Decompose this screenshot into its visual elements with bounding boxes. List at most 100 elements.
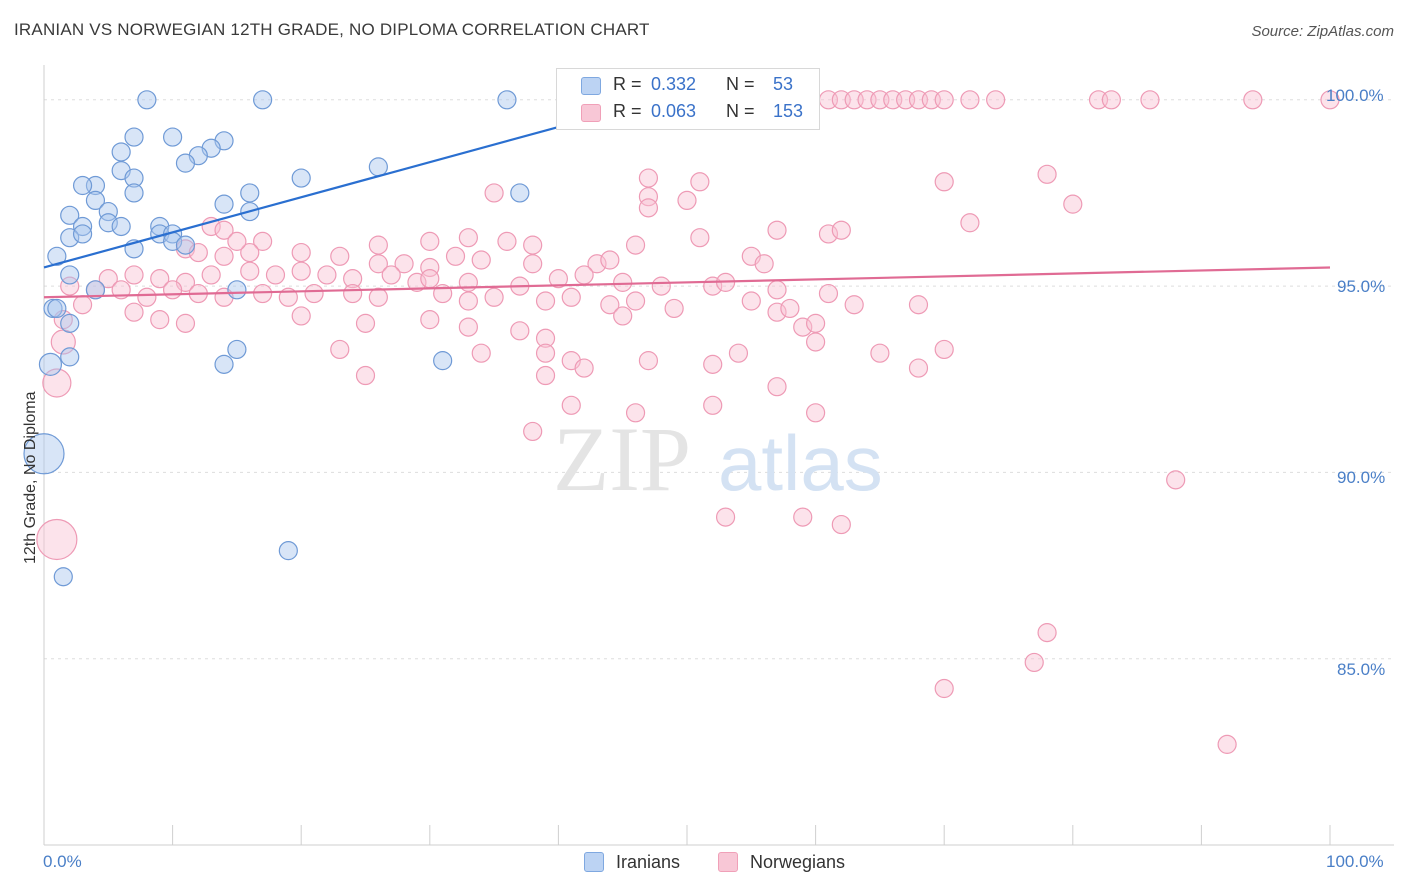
- norwegians-point: [407, 272, 427, 292]
- norwegians-point: [703, 354, 723, 374]
- norwegians-point: [420, 269, 440, 289]
- y-tick-label: 95.0%: [1337, 277, 1386, 296]
- iranians-point: [124, 168, 144, 188]
- norwegians-point: [1217, 734, 1237, 754]
- y-tick-label: 100.0%: [1326, 86, 1384, 105]
- norwegians-point: [805, 403, 826, 423]
- iranians-point: [111, 142, 131, 162]
- norwegians-point: [535, 343, 556, 363]
- norwegians-point: [638, 198, 659, 218]
- norwegians-point: [1024, 652, 1044, 673]
- norwegians-point: [664, 298, 684, 319]
- norwegians-point: [317, 265, 337, 285]
- norwegians-point: [677, 190, 697, 211]
- iranians-point: [60, 228, 80, 248]
- iranians-point: [433, 351, 453, 371]
- iranians-point: [23, 433, 65, 475]
- norwegians-point: [1320, 90, 1340, 110]
- norwegians-point: [137, 287, 157, 307]
- iranians-point: [47, 246, 67, 266]
- norwegians-point: [600, 250, 620, 270]
- norwegians-point: [728, 343, 749, 363]
- norwegians-point: [934, 678, 954, 699]
- norwegians-point: [36, 518, 78, 561]
- y-tick-label: 85.0%: [1337, 660, 1386, 679]
- norwegians-point: [793, 507, 813, 527]
- norwegians-point: [163, 280, 183, 300]
- norwegians-point: [291, 261, 311, 281]
- iranians-point: [175, 235, 196, 255]
- legend-swatch-iranians: [581, 77, 601, 95]
- norwegians-point: [368, 254, 388, 274]
- norwegians-point: [818, 224, 839, 244]
- norwegians-point: [767, 280, 787, 300]
- norwegians-point: [150, 269, 170, 289]
- norwegians-point: [741, 291, 761, 311]
- norwegians-point: [1243, 90, 1263, 110]
- iranians-point: [60, 313, 80, 333]
- norwegians-point: [1063, 194, 1083, 214]
- norwegians-point: [638, 351, 659, 371]
- y-axis-label: 12th Grade, No Diploma: [22, 391, 39, 564]
- iranians-points: [23, 90, 723, 587]
- norwegians-point: [690, 172, 710, 192]
- norwegians-point: [484, 287, 504, 307]
- legend-r-value: 0.063: [651, 101, 697, 121]
- norwegians-point: [458, 291, 478, 311]
- norwegians-point: [394, 254, 414, 274]
- iranians-point: [60, 347, 80, 367]
- norwegians-point: [368, 235, 388, 255]
- norwegians-point: [471, 250, 491, 270]
- norwegians-point: [1037, 164, 1057, 184]
- iranians-point: [163, 127, 183, 147]
- norwegians-point: [420, 310, 440, 330]
- norwegians-point: [805, 313, 826, 333]
- norwegians-point: [908, 358, 929, 378]
- norwegians-point: [253, 231, 273, 251]
- norwegians-point: [214, 246, 234, 266]
- legend-n-value: 53: [773, 74, 794, 94]
- iranians-point: [240, 183, 260, 203]
- iranians-point: [497, 90, 517, 110]
- iranians-point: [85, 190, 106, 211]
- norwegians-point: [613, 306, 633, 326]
- norwegians-trend-line: [43, 266, 1331, 299]
- iranians-point: [368, 157, 388, 177]
- norwegians-point: [150, 310, 170, 330]
- norwegians-point: [831, 514, 851, 535]
- watermark-zip: ZIP: [553, 408, 691, 510]
- x-tick-label-max: 100.0%: [1326, 852, 1384, 871]
- norwegians-point: [368, 287, 388, 307]
- norwegians-point: [934, 90, 954, 110]
- stats-legend: R = 0.332 N = 53 R = 0.063 N = 153: [556, 68, 820, 130]
- norwegians-point: [960, 213, 980, 233]
- norwegians-point: [535, 291, 556, 311]
- norwegians-point: [445, 246, 466, 266]
- norwegians-point: [291, 242, 311, 263]
- norwegians-point: [908, 295, 929, 315]
- norwegians-point: [291, 306, 311, 326]
- norwegians-point: [690, 228, 710, 248]
- iranians-point: [53, 567, 73, 587]
- iranians-point: [227, 339, 247, 360]
- iranians-point: [214, 194, 234, 214]
- source-credit: Source: ZipAtlas.com: [1251, 23, 1394, 40]
- norwegians-point: [638, 168, 659, 188]
- norwegians-point: [510, 321, 530, 341]
- norwegians-point: [651, 276, 671, 296]
- norwegians-point: [934, 172, 954, 192]
- norwegians-point: [1037, 623, 1057, 643]
- iranians-point: [124, 183, 144, 203]
- norwegians-point: [343, 269, 363, 289]
- legend-r-key: R =: [613, 101, 642, 121]
- norwegians-point: [60, 276, 80, 296]
- norwegians-point: [381, 265, 401, 285]
- norwegians-point: [754, 254, 774, 274]
- iranians-point: [60, 205, 80, 225]
- iranians-point: [137, 90, 157, 110]
- norwegians-point: [767, 220, 787, 240]
- axes: [43, 65, 1394, 846]
- norwegians-point: [330, 339, 350, 360]
- norwegians-point: [523, 254, 543, 274]
